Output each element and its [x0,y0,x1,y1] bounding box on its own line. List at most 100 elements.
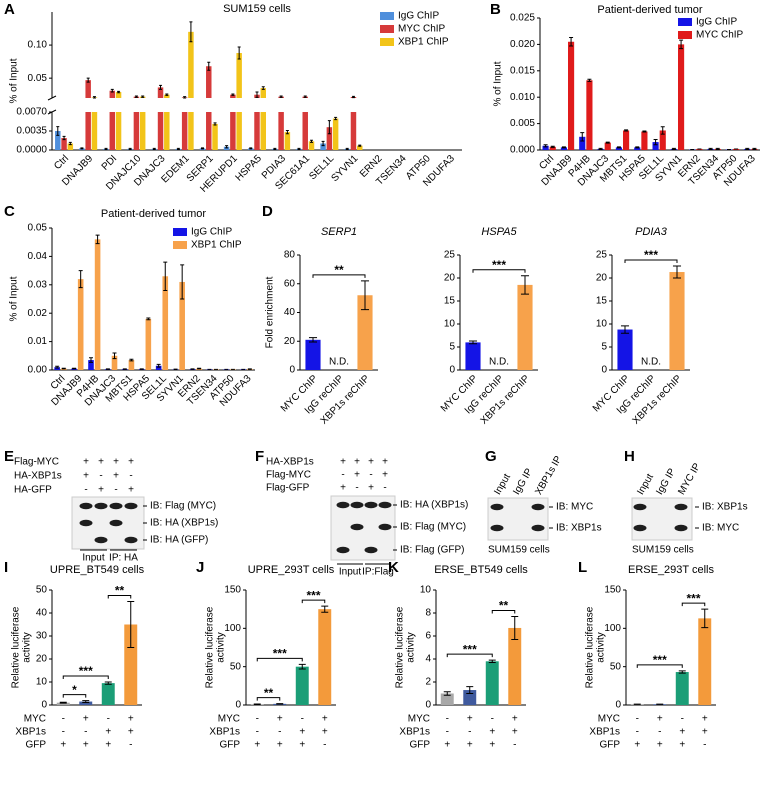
panel-letter: L [578,559,587,576]
bar [517,284,533,370]
condition-sign: - [107,714,110,725]
bar [579,136,586,150]
panel-letter: F [255,448,264,465]
panel-letter: C [4,203,15,220]
condition-sign: - [636,714,639,725]
error-bar [104,147,108,150]
bar-segment [308,141,315,150]
error-bar [672,265,682,279]
error-bar [587,78,592,82]
bar [284,132,291,150]
blot-band [109,502,123,510]
error-bar [468,340,478,345]
condition-name: GFP [219,740,240,751]
blot-band [79,502,93,510]
condition-sign: + [489,740,495,751]
y-tick-label: 50 [230,661,242,672]
condition-name: MYC [408,714,430,725]
y-axis-label: activity [406,632,417,663]
condition-sign: - [703,740,706,751]
treatment-sign: + [113,457,119,468]
error-bar [351,95,355,99]
significance-label: *** [686,591,700,605]
panel-letter: K [388,559,399,576]
error-bar [308,337,318,343]
blot-band [490,524,504,532]
error-bar [152,147,156,150]
legend-label: IgG ChIP [696,17,737,28]
error-bar [715,147,720,150]
y-axis-label: Fold enrichment [265,276,276,348]
error-bar [165,93,169,96]
legend-swatch [380,38,394,46]
y-tick-label: 4 [425,654,431,665]
chart-title: PDIA3 [635,226,668,238]
bar [318,609,332,705]
error-bar [197,367,202,370]
y-tick-label: 5 [449,342,455,353]
error-bar [129,358,134,362]
condition-sign: + [679,727,685,738]
condition-name: XBP1s [399,727,430,738]
y-axis-label: Relative luciferase [205,606,216,688]
condition-sign: + [128,727,134,738]
bar [164,94,170,150]
y-tick-label: 6 [425,631,431,642]
treatment-sign: - [129,471,132,482]
treatment-sign: + [113,471,119,482]
error-bar [360,280,370,311]
bar [206,66,212,150]
condition-sign: + [512,714,518,725]
bar [212,123,218,150]
treatment-sign: + [83,471,89,482]
error-bar [598,147,603,150]
bar [77,279,84,370]
chart-title: Patient-derived tumor [597,4,702,16]
bar-segment [61,138,67,150]
bar [465,342,481,370]
significance-label: ** [115,584,125,598]
group-label: Input [339,567,361,578]
bar-segment [55,131,61,150]
legend-label: MYC ChIP [398,24,446,35]
treatment-sign: + [368,457,374,468]
probe-label: IB: Flag (MYC) [400,522,466,533]
probe-label: IB: MYC [702,523,739,534]
chart-title: Patient-derived tumor [101,208,206,220]
condition-name: XBP1s [209,727,240,738]
bar [568,41,575,151]
y-tick-label: 0.025 [510,13,535,24]
bar [115,92,122,150]
y-tick-label: 0.010 [510,92,535,103]
y-tick-label: 0.01 [28,336,48,347]
legend-swatch [678,31,692,39]
cell-line-label: SUM159 cells [632,545,694,556]
y-tick-label: 10 [36,677,48,688]
value-label: N.D. [329,357,349,368]
bar-segment [188,112,194,150]
condition-sign: + [679,740,685,751]
condition-sign: + [444,740,450,751]
error-bar [127,601,135,648]
bar [357,295,373,370]
error-bar [249,147,253,150]
error-bar [310,139,314,143]
y-tick-label: 0 [289,365,295,376]
chart-title: ERSE_BT549 cells [434,564,528,576]
error-bar [88,357,93,363]
error-bar [321,140,325,147]
bar [508,627,522,705]
probe-label: IB: HA (XBP1s) [400,500,468,511]
group-label: Input [82,553,104,564]
legend-swatch [173,241,187,249]
error-bar [163,261,168,291]
y-axis-label: % of Input [9,58,20,103]
bar [615,147,622,150]
significance-bracket [636,664,683,668]
blot-band [109,519,123,527]
y-tick-label: 0.10 [28,40,48,51]
bar [604,142,611,150]
error-bar [68,141,72,146]
error-bar [543,144,548,148]
significance-bracket [256,657,303,662]
